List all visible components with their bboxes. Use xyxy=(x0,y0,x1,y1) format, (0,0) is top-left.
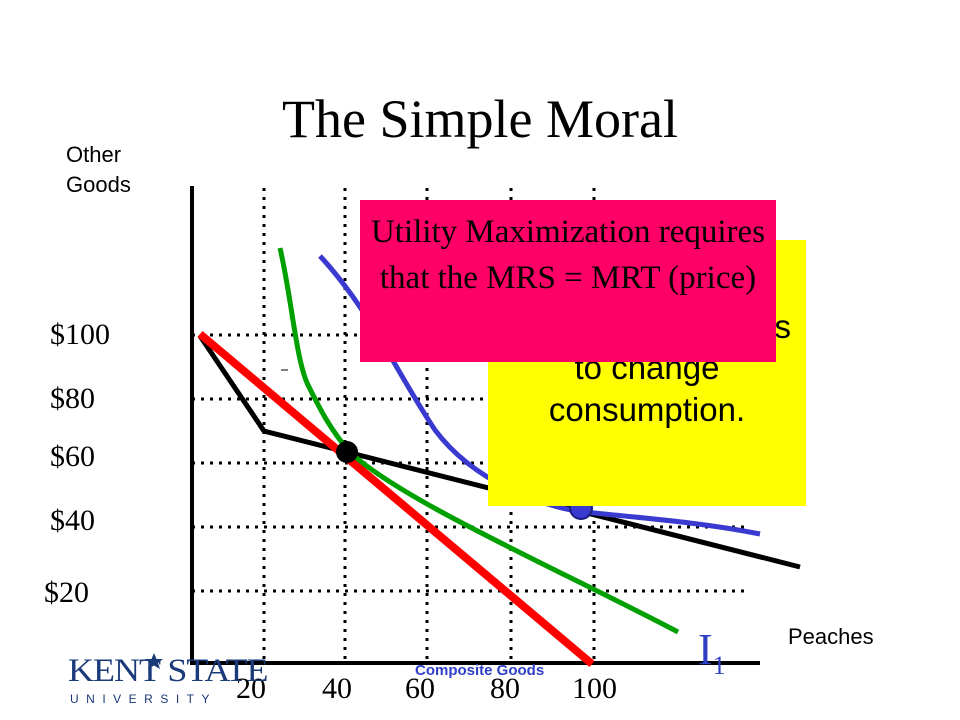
x-tick-40: 40 xyxy=(322,672,352,705)
x-tick-100: 100 xyxy=(572,672,617,705)
kent-state-logo: KENT STATE xyxy=(68,652,268,688)
pink-callout-text: Utility Maximization requires that the M… xyxy=(370,214,766,296)
indifference-label: I1 xyxy=(698,628,726,679)
y-tick-100: $100 xyxy=(50,318,110,351)
pink-callout xyxy=(360,200,776,362)
x-tick-60: 60 xyxy=(405,672,435,705)
x-axis-label: Peaches xyxy=(788,624,874,649)
axes xyxy=(190,186,760,665)
black-budget-line xyxy=(197,334,801,570)
y-tick-80: $80 xyxy=(50,382,95,415)
indifference-label-sub: 1 xyxy=(712,650,726,680)
indifference-label-letter: I xyxy=(698,625,713,674)
x-tick-20: 20 xyxy=(236,672,266,705)
x-tick-80: 80 xyxy=(490,672,520,705)
y-tick-20: $20 xyxy=(44,576,89,609)
kent-state-logo-subtitle: UNIVERSITY xyxy=(70,692,218,706)
y-tick-60: $60 xyxy=(50,440,95,473)
y-axis-label: Other Goods xyxy=(66,142,131,197)
y-tick-40: $40 xyxy=(50,504,95,537)
red-price-line xyxy=(197,330,595,668)
tangency-point-black xyxy=(336,441,358,463)
slide-title: The Simple Moral xyxy=(282,89,678,149)
composite-goods-label: Composite Goods xyxy=(415,662,545,679)
logo-star-icon xyxy=(145,653,163,669)
